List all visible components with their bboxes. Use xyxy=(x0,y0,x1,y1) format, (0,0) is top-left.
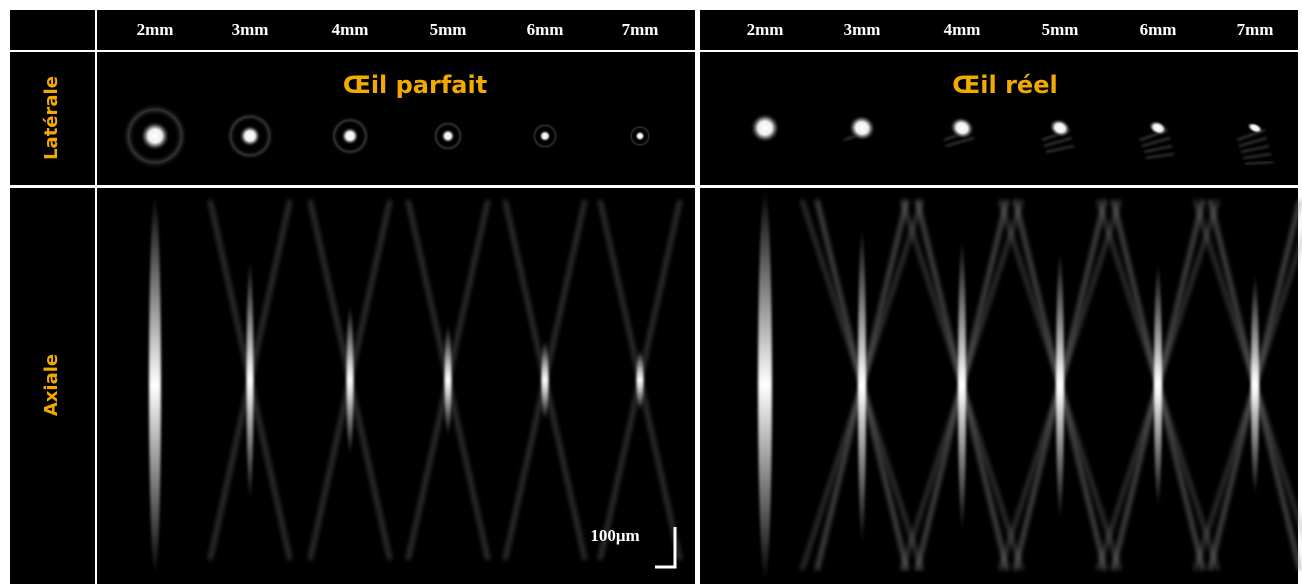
column-label: 4mm xyxy=(944,20,981,39)
spot xyxy=(441,129,455,143)
beam xyxy=(637,350,644,410)
scale-bar-label: 100μm xyxy=(590,526,639,545)
spot xyxy=(140,121,170,151)
spot xyxy=(239,125,261,147)
column-label: 3mm xyxy=(844,20,881,39)
corner-cell xyxy=(10,10,95,50)
panel-title: Œil parfait xyxy=(343,71,487,99)
beam xyxy=(445,325,452,435)
column-label: 7mm xyxy=(1237,20,1274,39)
column-label: 2mm xyxy=(137,20,174,39)
beam xyxy=(758,190,772,580)
beam xyxy=(347,305,354,455)
beam xyxy=(958,239,966,531)
beam xyxy=(247,260,254,500)
beam xyxy=(1154,263,1162,507)
panel-title: Œil réel xyxy=(952,71,1057,99)
column-label: 7mm xyxy=(622,20,659,39)
column-label: 4mm xyxy=(332,20,369,39)
spot xyxy=(539,130,551,142)
column-label: 3mm xyxy=(232,20,269,39)
header-cell xyxy=(97,10,695,50)
column-label: 2mm xyxy=(747,20,784,39)
panel xyxy=(97,188,695,584)
beam xyxy=(858,227,866,543)
figure: Œil parfait Œil réel Latérale Axiale 100… xyxy=(0,0,1302,586)
row-label: Axiale xyxy=(41,354,62,416)
spot xyxy=(635,131,645,141)
spot xyxy=(341,127,359,145)
column-label: 5mm xyxy=(1042,20,1079,39)
column-label: 5mm xyxy=(430,20,467,39)
beam xyxy=(149,195,161,575)
beam xyxy=(1056,251,1064,519)
beam xyxy=(542,340,549,420)
column-label: 6mm xyxy=(1140,20,1177,39)
header-cell xyxy=(700,10,1298,50)
beam xyxy=(1251,275,1259,495)
row-label: Latérale xyxy=(41,76,62,160)
column-label: 6mm xyxy=(527,20,564,39)
